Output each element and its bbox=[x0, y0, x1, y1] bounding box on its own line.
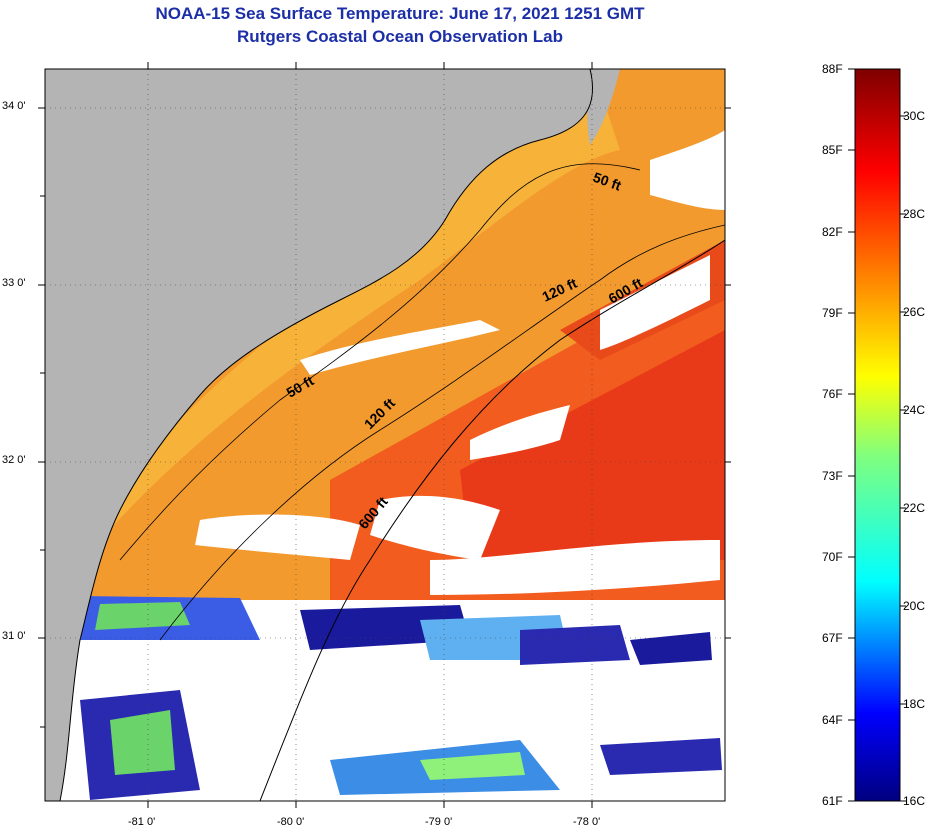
map-title: NOAA-15 Sea Surface Temperature: June 17… bbox=[155, 4, 645, 23]
cb-f-82: 82F bbox=[822, 225, 843, 239]
cb-f-79: 79F bbox=[822, 306, 843, 320]
cb-c-30: 30C bbox=[903, 109, 926, 123]
cb-f-70: 70F bbox=[822, 550, 843, 564]
cloud-streaks bbox=[195, 130, 725, 595]
isobath-600ft bbox=[259, 239, 725, 801]
lon-label-78: -78 0' bbox=[573, 816, 601, 828]
cb-c-18: 18C bbox=[903, 697, 926, 711]
cold-pixels bbox=[80, 596, 722, 800]
lon-label-79: -79 0' bbox=[425, 816, 453, 828]
nearshore-water bbox=[90, 90, 620, 540]
cb-c-26: 26C bbox=[903, 305, 926, 319]
cb-f-85: 85F bbox=[822, 143, 843, 157]
colorbar bbox=[854, 68, 901, 802]
cb-f-67: 67F bbox=[822, 631, 843, 645]
lat-label-32: 32 0' bbox=[2, 454, 26, 466]
map-subtitle: Rutgers Coastal Ocean Observation Lab bbox=[237, 27, 563, 46]
colorbar-ticks bbox=[848, 68, 906, 802]
cb-f-88: 88F bbox=[822, 62, 843, 76]
hot-gulfstream-core bbox=[460, 330, 725, 560]
lat-label-31: 31 0' bbox=[2, 630, 26, 642]
cb-c-24: 24C bbox=[903, 403, 926, 417]
land-area bbox=[45, 69, 593, 801]
cb-f-61: 61F bbox=[822, 794, 843, 808]
cb-c-20: 20C bbox=[903, 599, 926, 613]
cb-c-16: 16C bbox=[903, 794, 926, 808]
cb-f-76: 76F bbox=[822, 387, 843, 401]
lat-label-33: 33 0' bbox=[2, 277, 26, 289]
cb-f-64: 64F bbox=[822, 713, 843, 727]
cb-c-28: 28C bbox=[903, 207, 926, 221]
lat-label-34: 34 0' bbox=[2, 100, 26, 112]
isobath-120ft bbox=[159, 224, 725, 641]
ticks bbox=[38, 62, 731, 808]
isobath-50ft bbox=[119, 163, 641, 561]
coastline bbox=[59, 69, 594, 801]
lon-label-81: -81 0' bbox=[128, 816, 156, 828]
map-frame bbox=[44, 68, 726, 802]
cb-c-22: 22C bbox=[903, 501, 926, 515]
lon-label-80: -80 0' bbox=[277, 816, 305, 828]
cb-f-73: 73F bbox=[822, 469, 843, 483]
graticule bbox=[45, 69, 725, 801]
